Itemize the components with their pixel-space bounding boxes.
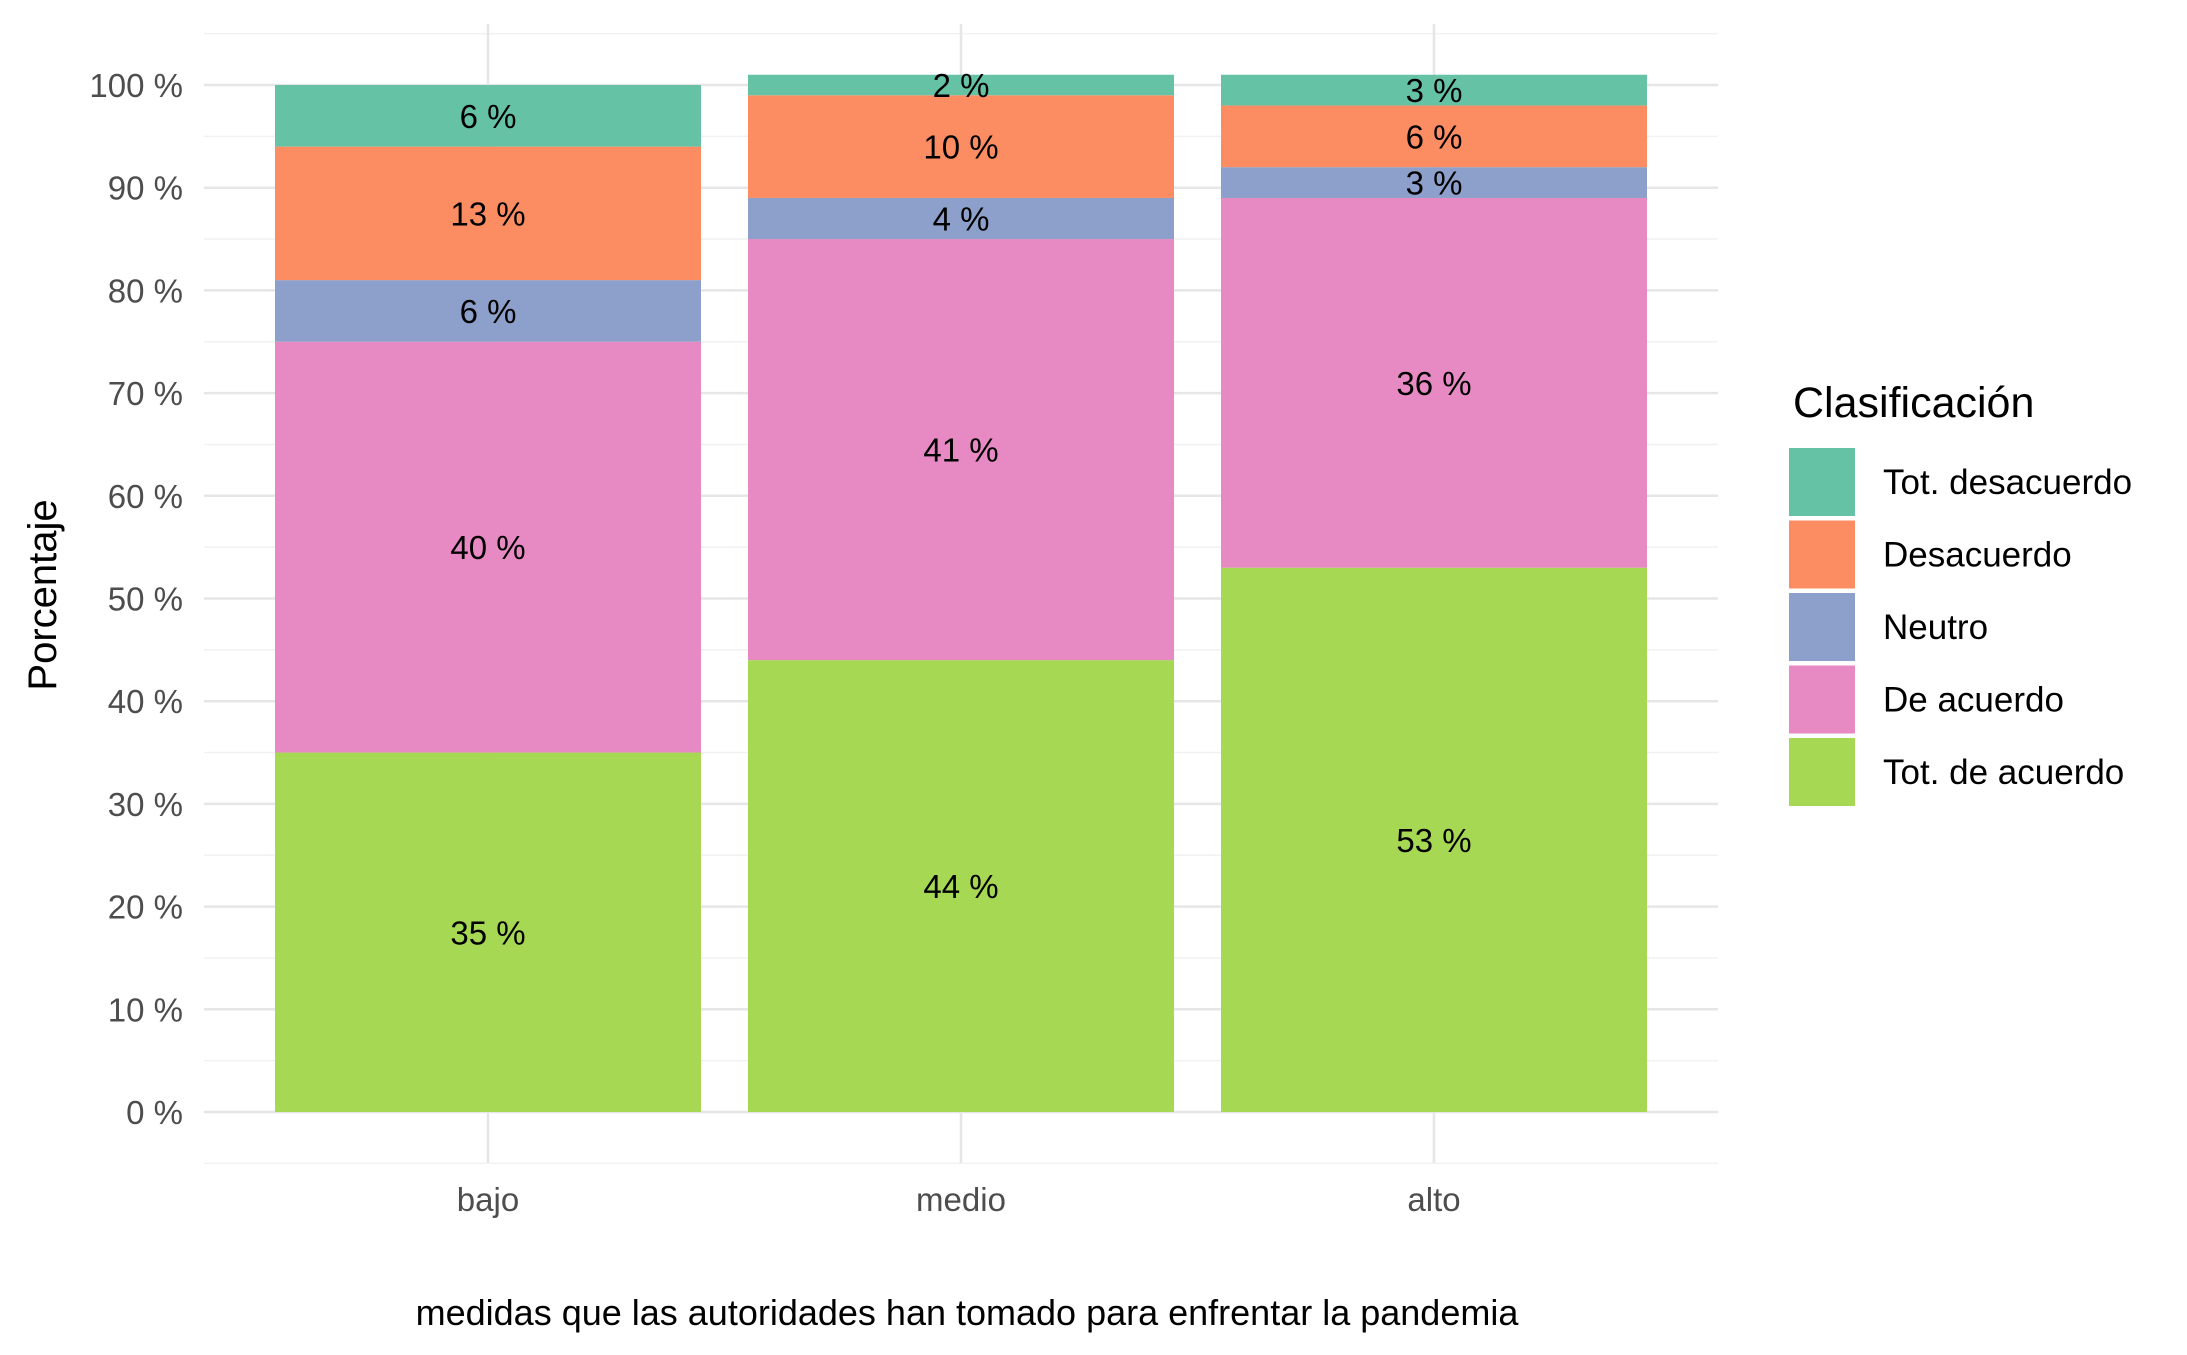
- legend-label: Desacuerdo: [1883, 536, 2072, 575]
- bar-segment: [748, 74, 1174, 96]
- data-label: 41 %: [923, 432, 998, 469]
- data-label: 13 %: [450, 195, 525, 232]
- y-tick-label: 90 %: [108, 170, 183, 207]
- bar-segment: [748, 660, 1174, 1112]
- x-axis-title: medidas que las autoridades han tomado p…: [416, 1292, 1520, 1333]
- x-tick-label: bajo: [457, 1181, 519, 1218]
- y-axis-ticks: 0 % 10 % 20 % 30 % 40 % 50 % 60 % 70 % 80 % 90 % 1…: [89, 67, 183, 1131]
- data-label: 44 %: [923, 868, 998, 905]
- legend-swatch: [1789, 738, 1855, 806]
- y-tick-label: 50 %: [108, 581, 183, 618]
- data-label: 3 %: [1406, 165, 1463, 202]
- legend-items: Tot. desacuerdo Desacuerdo Neutro De acuerd…: [1789, 448, 2132, 806]
- legend-swatch: [1789, 448, 1855, 516]
- data-label: 36 %: [1396, 365, 1471, 402]
- y-tick-label: 20 %: [108, 889, 183, 926]
- legend-label: De acuerdo: [1883, 681, 2064, 720]
- legend-swatch: [1789, 593, 1855, 661]
- y-tick-label: 0 %: [126, 1094, 183, 1131]
- legend-swatch: [1789, 665, 1855, 734]
- y-tick-label: 80 %: [108, 272, 183, 309]
- legend-swatch: [1789, 520, 1855, 589]
- y-tick-label: 10 %: [108, 991, 183, 1028]
- data-label: 6 %: [1406, 118, 1463, 155]
- data-label: 3 %: [1406, 72, 1463, 109]
- y-tick-label: 100 %: [89, 67, 183, 104]
- y-axis-title: Porcentaje: [21, 499, 65, 690]
- bar-segment: [748, 197, 1174, 240]
- data-labels-layer: 35 % 40 % 6 % 13 % 6 % 44 % 41 % 4 % 10 % 2 % 53 %…: [450, 67, 1471, 951]
- data-label: 10 %: [923, 129, 998, 166]
- data-label: 6 %: [460, 293, 517, 330]
- data-label: 35 %: [450, 914, 525, 951]
- legend-title: Clasificación: [1793, 379, 2034, 427]
- legend-label: Neutro: [1883, 608, 1988, 647]
- legend-label: Tot. desacuerdo: [1883, 463, 2132, 502]
- bars-layer: [275, 74, 1647, 1112]
- data-label: 40 %: [450, 529, 525, 566]
- bar-segment: [275, 752, 701, 1112]
- bar-segment: [1221, 567, 1647, 1112]
- legend-label: Tot. de acuerdo: [1883, 753, 2124, 792]
- y-tick-label: 40 %: [108, 683, 183, 720]
- x-tick-label: medio: [916, 1181, 1006, 1218]
- data-label: 6 %: [460, 98, 517, 135]
- bar-segment: [1221, 197, 1647, 568]
- bar-segment: [1221, 105, 1647, 168]
- bar-segment: [275, 280, 701, 342]
- bar-segment: [275, 85, 701, 147]
- y-tick-label: 30 %: [108, 786, 183, 823]
- bar-segment: [748, 95, 1174, 198]
- bar-segment: [275, 146, 701, 281]
- y-tick-label: 60 %: [108, 478, 183, 515]
- legend: Clasificación Tot. desacuerdo Desacuerdo N…: [1789, 379, 2132, 806]
- data-label: 2 %: [933, 67, 990, 104]
- data-label: 4 %: [933, 201, 990, 238]
- bar-segment: [275, 341, 701, 753]
- x-tick-label: alto: [1407, 1181, 1460, 1218]
- data-label: 53 %: [1396, 822, 1471, 859]
- bar-segment: [1221, 74, 1647, 106]
- x-axis-ticks: bajo medio alto: [457, 1181, 1461, 1218]
- bar-segment: [1221, 167, 1647, 198]
- bar-segment: [748, 239, 1174, 661]
- y-tick-label: 70 %: [108, 375, 183, 412]
